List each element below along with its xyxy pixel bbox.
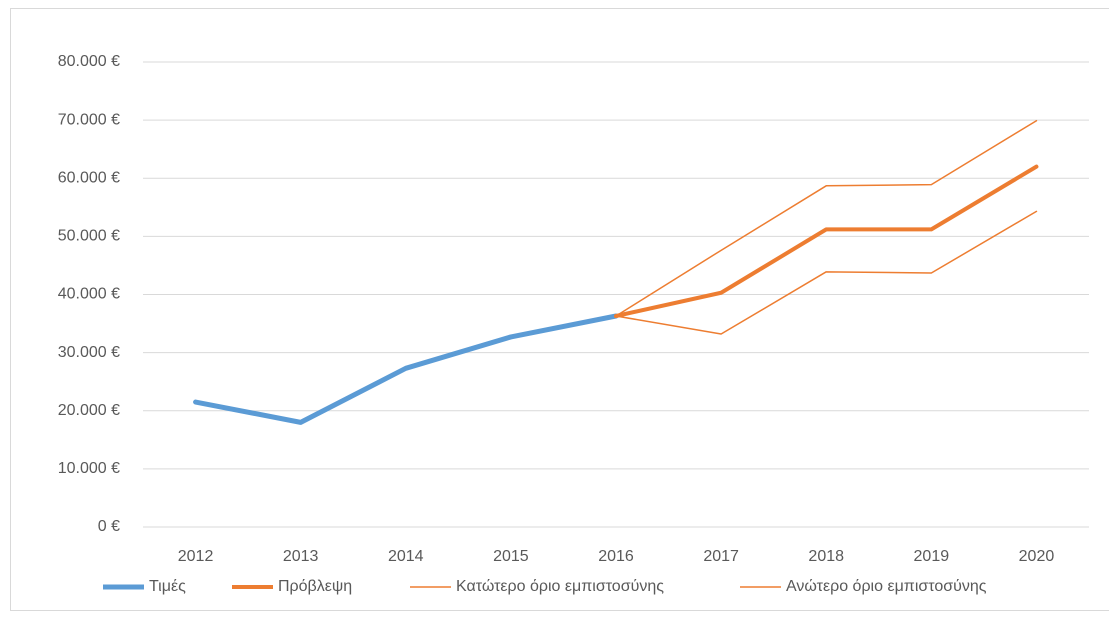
y-tick-label: 10.000 € [58,460,120,477]
y-tick-label: 40.000 € [58,286,120,303]
y-tick-label: 0 € [98,518,120,535]
x-tick-label: 2016 [598,548,634,565]
legend-label: Πρόβλεψη [278,578,352,595]
x-tick-label: 2020 [1019,548,1055,565]
x-tick-label: 2013 [283,548,319,565]
x-tick-label: 2012 [178,548,214,565]
x-tick-label: 2017 [703,548,739,565]
y-tick-label: 60.000 € [58,169,120,186]
chart-frame [10,8,1109,611]
y-tick-label: 20.000 € [58,402,120,419]
legend-label: Ανώτερο όριο εμπιστοσύνης [786,578,987,595]
series-line [615,119,1038,317]
y-tick-label: 30.000 € [58,344,120,361]
series-line [614,164,1039,319]
legend-label: Κατώτερο όριο εμπιστοσύνης [456,578,664,595]
y-tick-label: 70.000 € [58,111,120,128]
x-tick-label: 2019 [914,548,950,565]
series-line [615,210,1038,335]
y-tick-label: 80.000 € [58,53,120,70]
x-tick-label: 2015 [493,548,529,565]
x-tick-label: 2014 [388,548,424,565]
x-tick-label: 2018 [808,548,844,565]
legend-label: Τιμές [149,578,186,595]
y-tick-label: 50.000 € [58,228,120,245]
series-line [193,313,619,425]
